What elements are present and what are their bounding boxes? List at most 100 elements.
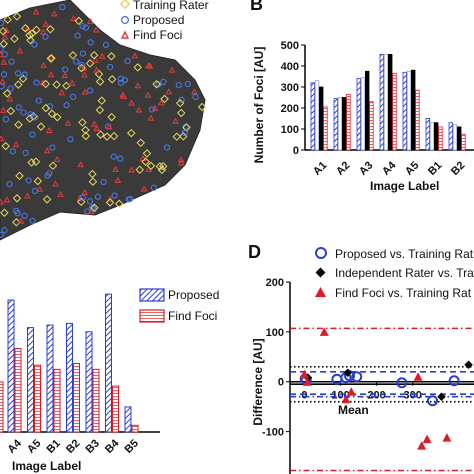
- foci-marker: [97, 96, 107, 105]
- legend-d-find-foci-label: Find Foci vs. Training Rat: [335, 286, 472, 300]
- foci-marker: [42, 195, 52, 204]
- foci-marker: [31, 157, 41, 167]
- data-point: [302, 377, 312, 386]
- foci-marker: [94, 193, 102, 200]
- foci-marker: [95, 105, 105, 115]
- circle-marker-icon: [120, 15, 130, 25]
- bar: [402, 71, 407, 151]
- foci-marker: [74, 32, 81, 39]
- data-point: [417, 441, 427, 450]
- data-point: [437, 392, 446, 401]
- foci-marker: [128, 166, 135, 173]
- foci-marker: [12, 193, 22, 203]
- panel-a-markers: [0, 3, 207, 238]
- foci-marker: [197, 102, 207, 112]
- bar: [410, 69, 416, 151]
- bar: [429, 122, 435, 151]
- foci-marker: [109, 131, 119, 141]
- foci-marker: [190, 88, 198, 95]
- panel-a-image: Training Rater Proposed Find Foci: [0, 0, 209, 241]
- foci-marker: [9, 148, 17, 155]
- foci-marker: [21, 71, 28, 78]
- foci-marker: [27, 29, 37, 38]
- foci-marker: [150, 184, 157, 191]
- foci-marker: [140, 185, 148, 192]
- foci-marker: [134, 82, 142, 89]
- foci-marker: [12, 12, 22, 21]
- circle-marker-icon: [315, 247, 327, 259]
- foci-marker: [14, 210, 21, 217]
- x-tick-label: B4: [103, 437, 122, 456]
- foci-marker: [32, 114, 39, 121]
- x-tick-label: 300: [403, 390, 421, 402]
- foci-marker: [93, 125, 100, 132]
- foci-marker: [41, 103, 51, 113]
- foci-marker: [88, 169, 97, 179]
- bar: [124, 406, 132, 433]
- foci-marker: [74, 16, 84, 26]
- foci-marker: [172, 132, 182, 141]
- triangle-marker-icon: [120, 30, 130, 39]
- bar: [66, 322, 73, 433]
- foci-marker: [17, 217, 25, 224]
- foci-marker: [106, 63, 114, 71]
- foci-marker: [81, 125, 90, 135]
- foci-marker: [6, 95, 14, 102]
- foci-marker: [141, 157, 150, 166]
- panel-c-legend: Proposed Find Foci: [139, 288, 219, 323]
- bar: [392, 72, 397, 151]
- foci-marker: [81, 71, 88, 78]
- foci-marker: [78, 118, 87, 127]
- bar: [112, 385, 119, 433]
- foci-marker: [42, 20, 50, 27]
- panel-d-ylabel: Difference [AU]: [251, 338, 265, 425]
- foci-marker: [92, 26, 100, 33]
- foci-marker: [142, 149, 152, 158]
- foci-marker: [39, 28, 47, 35]
- foci-marker: [24, 192, 31, 199]
- x-tick-label: A1: [311, 159, 329, 177]
- foci-marker: [102, 132, 112, 141]
- foci-marker: [114, 176, 122, 183]
- y-tick-label: 0: [293, 145, 299, 157]
- x-tick-label: 200: [367, 390, 385, 402]
- x-tick-label: B2: [449, 159, 467, 177]
- foci-marker: [117, 155, 124, 162]
- foci-marker: [179, 132, 188, 141]
- panel-d-reference-lines: [290, 327, 474, 472]
- foci-marker: [177, 159, 185, 166]
- foci-marker: [46, 25, 55, 34]
- foci-marker: [16, 47, 24, 54]
- legend-d-proposed-label: Proposed vs. Training Rat: [335, 247, 474, 261]
- bar: [92, 368, 100, 433]
- y-tick-label: 400: [281, 61, 299, 73]
- x-tick-label: A5: [25, 437, 43, 455]
- foci-marker: [67, 136, 74, 143]
- legend-proposed-swatch: [139, 288, 165, 302]
- foci-marker: [0, 208, 9, 217]
- foci-marker: [20, 109, 27, 116]
- bar: [85, 331, 93, 433]
- x-tick-label: A5: [403, 159, 421, 177]
- foci-marker: [73, 58, 80, 65]
- foci-marker: [102, 41, 110, 48]
- foci-marker: [53, 155, 61, 162]
- x-tick-label: B2: [64, 437, 82, 455]
- legend-training-rater-label: Training Rater: [133, 0, 209, 12]
- foci-marker: [15, 171, 24, 181]
- panel-c-axes: A4 A5 B1 B2 B3 B4 B5: [0, 431, 160, 456]
- legend-find-foci-swatch: [139, 309, 165, 323]
- bar: [346, 93, 351, 151]
- foci-marker: [81, 131, 91, 141]
- foci-marker: [145, 62, 152, 69]
- foci-marker: [46, 170, 53, 177]
- foci-marker: [184, 80, 191, 88]
- bar: [360, 77, 366, 151]
- foci-marker: [82, 24, 90, 31]
- foci-marker: [79, 50, 87, 57]
- foci-marker: [84, 208, 91, 215]
- bar: [27, 327, 34, 433]
- foci-marker: [0, 135, 5, 142]
